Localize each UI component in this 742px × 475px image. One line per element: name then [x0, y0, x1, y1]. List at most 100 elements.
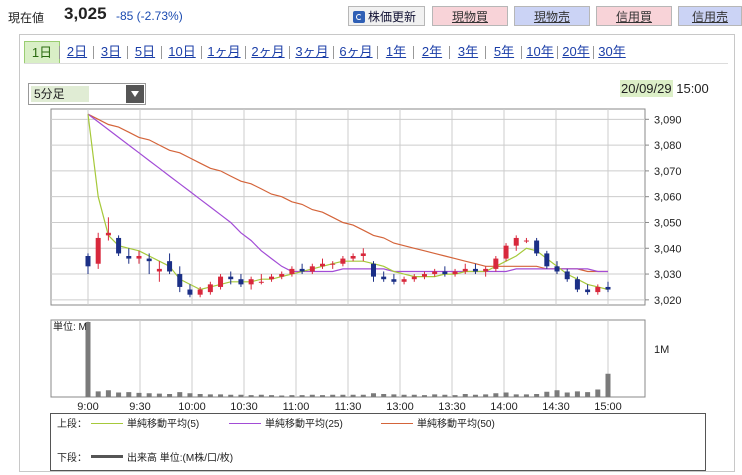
tab-11[interactable]: 2年 — [421, 44, 443, 59]
tab-7[interactable]: 2ヶ月 — [251, 44, 285, 59]
volume-bar — [534, 394, 540, 397]
candle-body — [483, 268, 489, 272]
candle-body — [381, 276, 387, 280]
volume-bar — [340, 394, 346, 397]
spot-sell-button[interactable]: 現物売 — [514, 6, 590, 26]
volume-bar — [95, 391, 101, 397]
volume-bar — [177, 392, 183, 397]
volume-bar — [381, 394, 387, 397]
volume-bar — [105, 390, 111, 397]
tab-separator — [413, 46, 414, 59]
candle-body — [228, 276, 234, 280]
volume-bar — [564, 392, 570, 397]
volume-bar — [472, 394, 478, 397]
legend-volume: 出来高 単位:(M株/口/枚) — [87, 452, 233, 466]
tab-separator — [333, 46, 334, 59]
candle-body — [513, 237, 519, 246]
volume-bar — [248, 395, 254, 397]
candle-body — [442, 271, 448, 275]
x-tick-label: 11:30 — [335, 401, 362, 413]
chevron-down-icon[interactable] — [126, 85, 144, 103]
candle-body — [534, 240, 540, 254]
tab-12[interactable]: 3年 — [457, 44, 479, 59]
candle-body — [360, 253, 366, 256]
candle-body — [136, 256, 142, 259]
x-tick-label: 11:00 — [283, 401, 310, 413]
candle-body — [95, 237, 101, 264]
volume-bar — [167, 394, 173, 397]
ma5-line — [87, 114, 609, 291]
tab-10[interactable]: 1年 — [385, 44, 407, 59]
tab-separator — [127, 46, 128, 59]
volume-bar — [554, 390, 560, 397]
volume-bar — [360, 394, 366, 397]
candle-body — [187, 289, 193, 295]
legend-ma25-label: 単純移動平均(25) — [265, 419, 343, 430]
volume-bar — [228, 394, 234, 397]
x-tick-label: 9:30 — [129, 401, 150, 413]
period-tabs: 1日 2日 3日 5日 10日 1ヶ月 2ヶ月 3ヶ月 6ヶ月 1年 2年 3年 5年 10年 20年 30年 — [24, 41, 728, 64]
legend-ma50-label: 単純移動平均(50) — [417, 419, 495, 430]
candle-body — [146, 258, 152, 262]
volume-tick-label: 1M — [654, 344, 669, 356]
tab-2[interactable]: 2日 — [66, 44, 88, 59]
volume-bar — [585, 392, 591, 397]
tab-separator — [201, 46, 202, 59]
spot-buy-button[interactable]: 現物買 — [432, 6, 508, 26]
candle-body — [544, 253, 550, 267]
tab-separator — [485, 46, 486, 59]
volume-bar — [85, 322, 91, 397]
interval-select[interactable]: 5分足 — [28, 83, 146, 105]
tab-separator — [245, 46, 246, 59]
candle-body — [585, 289, 591, 293]
volume-bar — [370, 393, 376, 397]
tab-15[interactable]: 20年 — [562, 44, 590, 59]
volume-bar — [207, 394, 213, 397]
margin-sell-button[interactable]: 信用売 — [678, 6, 742, 26]
y-tick-label: 3,020 — [654, 295, 682, 307]
tab-14[interactable]: 10年 — [526, 44, 554, 59]
tab-separator — [377, 46, 378, 59]
x-tick-label: 9:00 — [77, 401, 98, 413]
volume-bar — [289, 395, 295, 397]
legend-ma25: 単純移動平均(25) — [225, 418, 343, 432]
x-tick-label: 13:30 — [438, 401, 466, 413]
candle-body — [421, 274, 427, 277]
legend-upper-label: 上段： — [57, 419, 87, 430]
y-tick-label: 3,080 — [654, 140, 682, 152]
ma50-line — [87, 113, 608, 273]
candle-body — [330, 263, 336, 265]
x-tick-label: 10:30 — [230, 401, 258, 413]
tab-separator — [59, 46, 60, 59]
tab-9[interactable]: 6ヶ月 — [339, 44, 373, 59]
tab-separator — [289, 46, 290, 59]
refresh-price-button[interactable]: 株価更新 — [348, 6, 425, 26]
candle-body — [370, 263, 376, 277]
volume-bar — [320, 395, 326, 397]
volume-bar — [391, 394, 397, 397]
tab-3[interactable]: 3日 — [100, 44, 122, 59]
volume-bar — [483, 394, 489, 397]
tab-4[interactable]: 5日 — [134, 44, 156, 59]
tab-16[interactable]: 30年 — [598, 44, 626, 59]
candle-body — [116, 237, 122, 254]
candle-body — [564, 271, 570, 280]
candle-body — [391, 279, 397, 282]
x-tick-label: 14:00 — [490, 401, 518, 413]
tab-8[interactable]: 3ヶ月 — [295, 44, 329, 59]
candle-body — [320, 263, 326, 267]
tab-1[interactable]: 1日 — [24, 41, 60, 63]
tab-separator — [521, 46, 522, 59]
tab-13[interactable]: 5年 — [493, 44, 515, 59]
tab-6[interactable]: 1ヶ月 — [207, 44, 241, 59]
tab-5[interactable]: 10日 — [168, 44, 196, 59]
candle-body — [238, 279, 244, 285]
volume-unit-label: 単位: M — [53, 320, 87, 333]
legend-ma5: 単純移動平均(5) — [87, 418, 199, 432]
y-tick-label: 3,030 — [654, 269, 682, 281]
tab-separator — [449, 46, 450, 59]
margin-buy-button[interactable]: 信用買 — [596, 6, 672, 26]
candle-body — [207, 284, 213, 293]
ma25-line — [87, 113, 608, 273]
volume-bar — [136, 392, 142, 397]
